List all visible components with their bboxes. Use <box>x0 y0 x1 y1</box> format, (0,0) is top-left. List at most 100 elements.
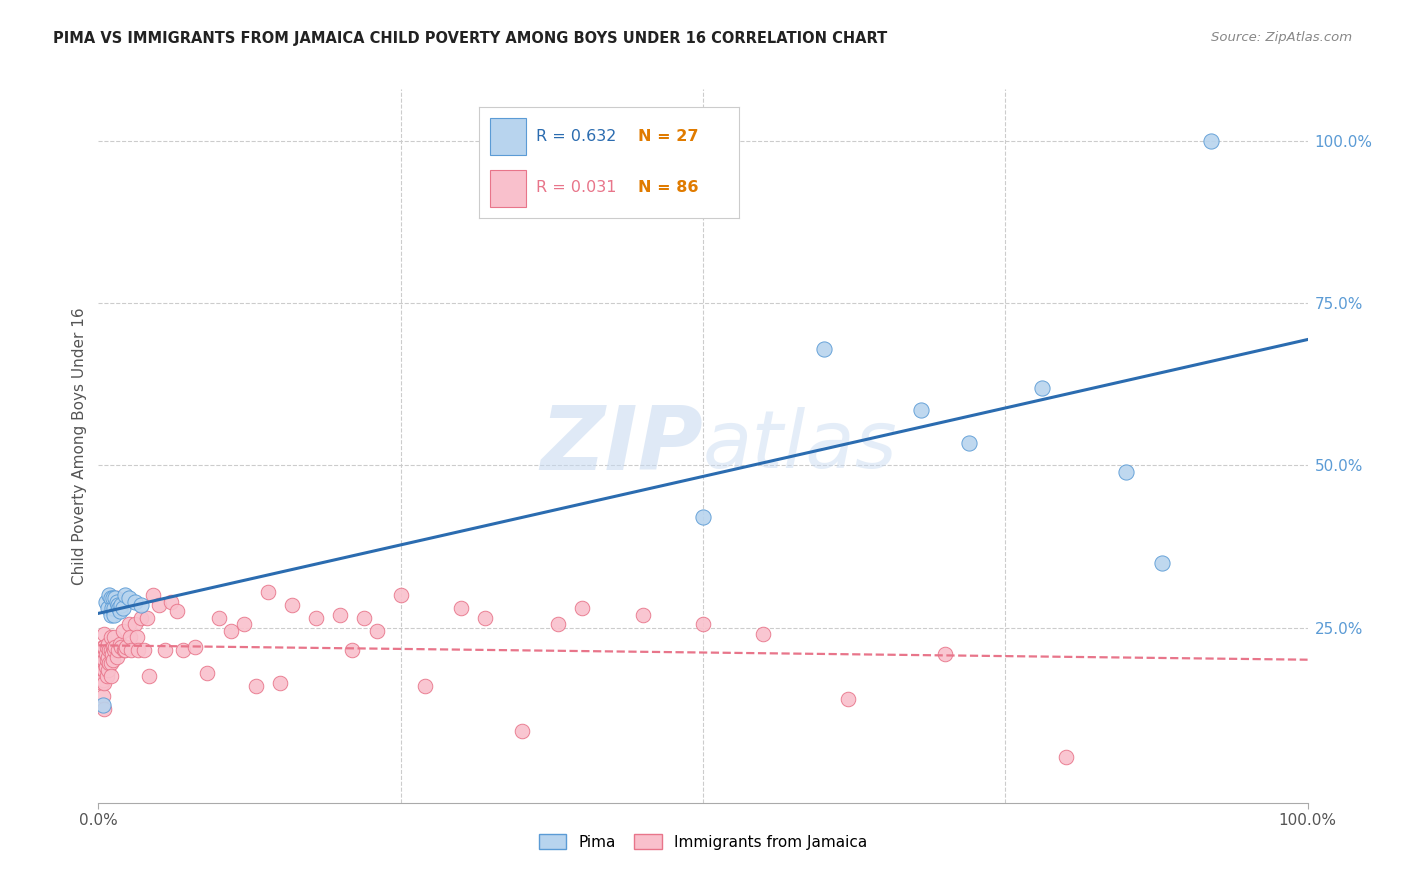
Point <box>232 617 254 632</box>
Text: PIMA VS IMMIGRANTS FROM JAMAICA CHILD POVERTY AMONG BOYS UNDER 16 CORRELATION CH: PIMA VS IMMIGRANTS FROM JAMAICA CHILD PO… <box>53 31 887 46</box>
Point <box>101 591 124 606</box>
Point <box>837 692 859 706</box>
Point <box>1031 381 1053 395</box>
Point <box>93 675 115 690</box>
Point <box>129 598 152 612</box>
Point <box>103 643 125 657</box>
Point <box>910 403 932 417</box>
Text: ZIP: ZIP <box>540 402 703 490</box>
Point <box>100 601 122 615</box>
Point <box>91 673 114 687</box>
Point <box>108 604 131 618</box>
Point <box>100 607 122 622</box>
Point <box>93 640 115 654</box>
Point <box>91 675 114 690</box>
Point <box>934 647 956 661</box>
Point <box>135 611 157 625</box>
Point <box>107 643 129 657</box>
Point <box>118 591 141 606</box>
Point <box>413 679 436 693</box>
Point <box>93 663 115 677</box>
Point <box>172 643 194 657</box>
Point <box>108 637 131 651</box>
Point <box>114 588 136 602</box>
Y-axis label: Child Poverty Among Boys Under 16: Child Poverty Among Boys Under 16 <box>72 307 87 585</box>
Point <box>91 689 114 703</box>
Point <box>329 607 352 622</box>
Point <box>547 617 569 632</box>
Point <box>108 601 131 615</box>
Point <box>305 611 328 625</box>
Point <box>96 640 118 654</box>
Point <box>98 657 121 671</box>
Point <box>100 591 122 606</box>
Point <box>91 663 114 677</box>
Point <box>692 510 714 524</box>
Point <box>96 669 118 683</box>
Point <box>208 611 231 625</box>
Text: Source: ZipAtlas.com: Source: ZipAtlas.com <box>1212 31 1353 45</box>
Point <box>112 643 135 657</box>
Point <box>100 647 122 661</box>
Point <box>1054 750 1077 764</box>
Point <box>813 342 835 356</box>
Point <box>127 631 149 645</box>
Point <box>195 666 218 681</box>
Point <box>752 627 775 641</box>
Point <box>120 643 142 657</box>
Point <box>124 617 146 632</box>
Point <box>153 643 176 657</box>
Point <box>1152 556 1174 570</box>
Point <box>105 649 128 664</box>
Point <box>692 617 714 632</box>
Point <box>103 631 125 645</box>
Point <box>281 598 304 612</box>
Point <box>134 643 156 657</box>
Point <box>111 624 134 638</box>
Point <box>221 624 243 638</box>
Point <box>148 598 170 612</box>
Point <box>110 598 132 612</box>
Text: atlas: atlas <box>703 407 898 485</box>
Point <box>101 653 124 667</box>
Point <box>474 611 496 625</box>
Point <box>166 604 188 618</box>
Point <box>97 663 120 677</box>
Point <box>98 643 121 657</box>
Point <box>93 702 115 716</box>
Point <box>245 679 267 693</box>
Point <box>105 591 128 606</box>
Point <box>97 649 120 664</box>
Point <box>97 601 120 615</box>
Point <box>142 588 165 602</box>
Point <box>91 647 114 661</box>
Point <box>93 653 115 667</box>
Point <box>631 607 654 622</box>
Point <box>450 601 472 615</box>
Point <box>129 611 152 625</box>
Point <box>108 595 131 609</box>
Point <box>103 607 125 622</box>
Point <box>256 585 278 599</box>
Point <box>105 595 128 609</box>
Point <box>100 643 122 657</box>
Point <box>94 647 117 661</box>
Point <box>342 643 364 657</box>
Point <box>107 598 129 612</box>
Point <box>366 624 388 638</box>
Point <box>114 643 136 657</box>
Point <box>96 653 118 667</box>
Point <box>98 588 121 602</box>
Point <box>115 640 138 654</box>
Point <box>104 591 127 606</box>
Point <box>94 659 117 673</box>
Point <box>91 698 114 713</box>
Point <box>93 627 115 641</box>
Point <box>127 643 149 657</box>
Point <box>160 595 183 609</box>
Point <box>353 611 375 625</box>
Point <box>184 640 207 654</box>
Point <box>100 631 122 645</box>
Point <box>91 657 114 671</box>
Point <box>100 657 122 671</box>
